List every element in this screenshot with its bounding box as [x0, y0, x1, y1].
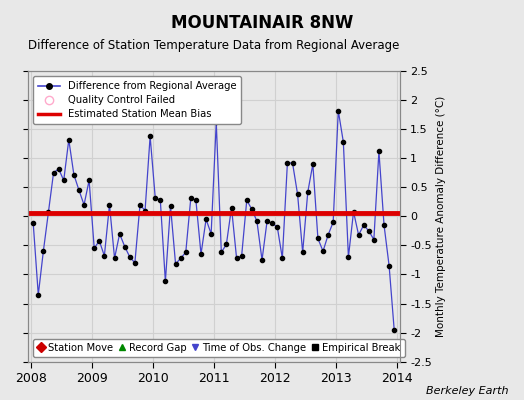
Y-axis label: Monthly Temperature Anomaly Difference (°C): Monthly Temperature Anomaly Difference (… [436, 96, 446, 337]
Text: MOUNTAINAIR 8NW: MOUNTAINAIR 8NW [171, 14, 353, 32]
Text: Berkeley Earth: Berkeley Earth [426, 386, 508, 396]
Legend: Station Move, Record Gap, Time of Obs. Change, Empirical Break: Station Move, Record Gap, Time of Obs. C… [32, 338, 405, 356]
Title: Difference of Station Temperature Data from Regional Average: Difference of Station Temperature Data f… [28, 39, 399, 52]
